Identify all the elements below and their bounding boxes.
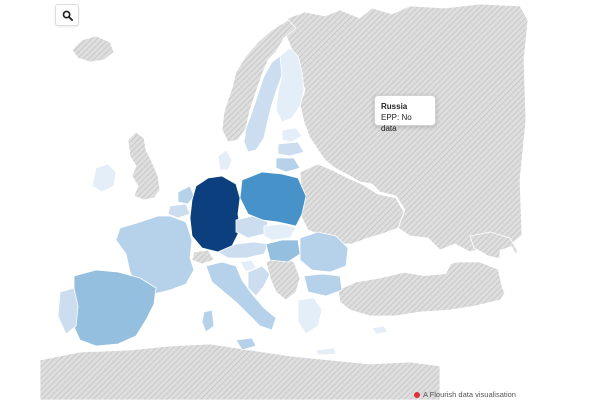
region-sicily[interactable]: [235, 337, 257, 351]
region-lithuania[interactable]: [275, 157, 301, 173]
region-poland[interactable]: [239, 171, 307, 227]
region-estonia[interactable]: [281, 127, 303, 143]
region-sardinia[interactable]: [201, 309, 215, 333]
black-sea: [352, 244, 452, 276]
search-button[interactable]: [55, 4, 79, 26]
caspian-sea: [498, 246, 520, 300]
region-portugal[interactable]: [57, 287, 79, 335]
tooltip-value: No data: [381, 113, 412, 133]
region-spain[interactable]: [71, 269, 157, 347]
region-netherlands[interactable]: [177, 185, 195, 205]
tooltip-metric-label: EPP: [381, 113, 398, 122]
region-norway-hatched[interactable]: [221, 19, 297, 143]
region-sweden[interactable]: [243, 55, 285, 153]
region-belarus-ukraine[interactable]: [299, 163, 405, 245]
credit-text: A Flourish data visualisation: [423, 390, 516, 399]
region-germany[interactable]: [189, 175, 241, 253]
region-crete[interactable]: [315, 347, 337, 356]
region-uk[interactable]: [127, 131, 161, 201]
region-slovakia[interactable]: [263, 223, 297, 241]
region-russia[interactable]: [285, 3, 529, 253]
region-switzerland[interactable]: [191, 249, 215, 265]
region-denmark[interactable]: [217, 149, 233, 171]
tooltip-title: Russia: [381, 102, 408, 111]
region-cyprus[interactable]: [371, 325, 389, 335]
map-tooltip: Russia EPP: No data: [374, 95, 436, 133]
tooltip-separator: :: [397, 113, 400, 122]
region-ireland[interactable]: [91, 163, 117, 193]
region-slovenia[interactable]: [239, 259, 257, 273]
region-romania[interactable]: [299, 231, 349, 273]
region-belgium[interactable]: [167, 203, 191, 219]
region-croatia[interactable]: [247, 265, 271, 297]
region-latvia[interactable]: [277, 141, 305, 157]
region-italy[interactable]: [205, 261, 277, 331]
tooltip-row: EPP: No data: [381, 112, 429, 134]
region-north-africa[interactable]: [39, 343, 441, 400]
region-austria[interactable]: [217, 241, 269, 259]
region-iceland[interactable]: [71, 35, 115, 63]
region-hungary[interactable]: [265, 239, 301, 263]
region-france[interactable]: [115, 215, 195, 295]
region-bulgaria[interactable]: [303, 273, 343, 297]
search-icon: [62, 10, 73, 21]
region-finland[interactable]: [275, 47, 305, 123]
flourish-credit-link[interactable]: A Flourish data visualisation: [414, 390, 516, 399]
region-greece[interactable]: [297, 297, 323, 335]
flourish-logo-icon: [414, 391, 420, 398]
region-balkans-hatched[interactable]: [265, 255, 301, 301]
